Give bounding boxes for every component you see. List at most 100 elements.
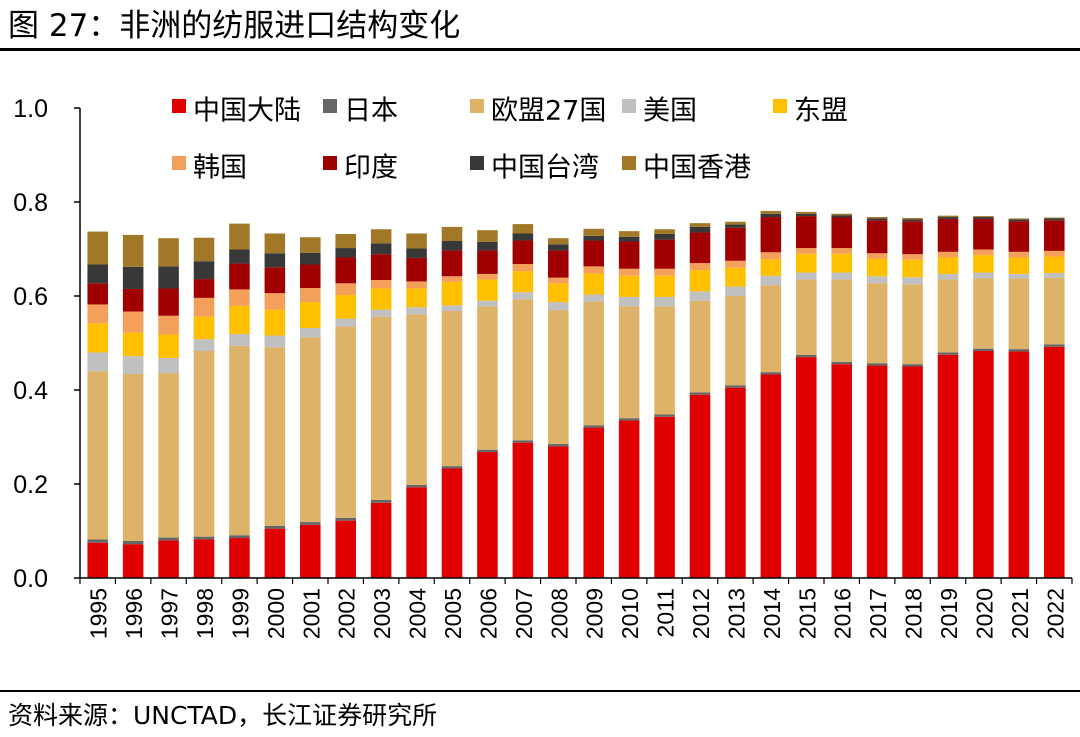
bar-segment-2014-3 <box>760 285 782 373</box>
bar-segment-1998-4 <box>193 339 215 351</box>
x-tick-label-2017: 2017 <box>865 588 891 639</box>
bar-segment-2017-4 <box>866 276 888 284</box>
bar-segment-2012-8 <box>689 226 711 233</box>
bar-segment-2012-2 <box>689 392 711 395</box>
legend-swatch-8 <box>470 156 484 170</box>
legend-label-8: 中国台湾 <box>491 153 599 184</box>
bar-segment-2021-9 <box>1008 218 1030 220</box>
bar-segment-2016-1 <box>831 364 852 578</box>
legend-label-4: 美国 <box>643 96 697 127</box>
bar-segment-2004-8 <box>406 248 427 258</box>
bar-segment-2001-9 <box>300 237 321 253</box>
bar-segment-2000-3 <box>264 347 286 526</box>
figure-title: 图 27：非洲的纺服进口结构变化 <box>8 8 461 44</box>
bar-segment-2009-8 <box>583 235 604 241</box>
bar-segment-2001-4 <box>300 327 321 338</box>
bar-segment-2013-1 <box>725 387 746 578</box>
legend-label-5: 东盟 <box>794 96 848 127</box>
bar-segment-1998-8 <box>193 261 215 280</box>
bar-segment-2018-4 <box>902 277 923 285</box>
bar-segment-1997-9 <box>158 238 179 267</box>
bar-segment-2022-6 <box>1044 250 1065 257</box>
bar-segment-2003-6 <box>370 280 392 289</box>
bar-segment-2005-8 <box>441 241 463 251</box>
x-tick-label-2011: 2011 <box>653 588 679 637</box>
bar-segment-2019-8 <box>937 217 959 219</box>
x-tick-label-2010: 2010 <box>617 588 643 639</box>
bar-segment-2003-4 <box>370 309 392 317</box>
bar-segment-2019-6 <box>937 251 959 258</box>
bar-segment-2007-4 <box>512 292 534 300</box>
bar-segment-2005-4 <box>441 305 463 312</box>
bar-segment-2021-1 <box>1008 351 1030 578</box>
x-tick-label-2022: 2022 <box>1042 588 1068 639</box>
bar-segment-2018-1 <box>902 366 923 578</box>
bar-segment-2011-6 <box>654 268 675 276</box>
title-rule <box>0 48 1080 51</box>
bar-segment-2008-7 <box>548 250 569 278</box>
bar-segment-2022-7 <box>1044 220 1065 251</box>
x-tick-label-2014: 2014 <box>759 588 785 639</box>
bar-segment-1997-4 <box>158 358 179 374</box>
bar-segment-2000-9 <box>264 233 286 254</box>
bar-segment-2008-6 <box>548 277 569 284</box>
bar-segment-2016-3 <box>831 279 852 362</box>
bar-segment-2018-3 <box>902 284 923 365</box>
bar-segment-1997-1 <box>158 540 179 578</box>
bar-segment-2013-3 <box>725 296 746 386</box>
bar-segment-2009-1 <box>583 427 604 578</box>
bar-segment-2004-1 <box>406 487 427 578</box>
bar-segment-2005-1 <box>441 468 463 578</box>
bar-segment-2007-6 <box>512 264 534 272</box>
bar-segment-2006-7 <box>477 250 498 274</box>
bar-segment-1998-3 <box>193 350 215 537</box>
bar-segment-2010-5 <box>618 275 640 297</box>
bar-segment-1998-9 <box>193 237 215 262</box>
bar-segment-2001-1 <box>300 524 321 578</box>
x-tick-label-2009: 2009 <box>582 588 608 639</box>
bar-segment-2014-4 <box>760 275 782 286</box>
bar-segment-2014-7 <box>760 217 782 253</box>
x-tick-label-2008: 2008 <box>546 588 572 639</box>
bar-segment-2022-9 <box>1044 217 1065 219</box>
bar-segment-1996-2 <box>122 540 144 545</box>
bar-segment-2001-5 <box>300 302 321 328</box>
bar-segment-2010-8 <box>618 236 640 242</box>
bar-segment-2018-2 <box>902 364 923 367</box>
y-tick-label: 0.2 <box>13 471 48 499</box>
bar-segment-2012-3 <box>689 300 711 393</box>
bar-segment-1995-5 <box>87 323 108 353</box>
bar-segment-2007-9 <box>512 224 534 234</box>
bar-segment-2016-2 <box>831 361 852 365</box>
bar-segment-2017-2 <box>866 363 888 366</box>
bar-segment-2015-1 <box>796 357 817 578</box>
bar-segment-1998-5 <box>193 316 215 340</box>
bar-segment-2006-4 <box>477 300 498 307</box>
bar-segment-2001-3 <box>300 337 321 523</box>
bar-segment-2012-1 <box>689 394 711 578</box>
bar-segment-2001-6 <box>300 288 321 303</box>
bar-segment-1995-4 <box>87 352 108 372</box>
legend-swatch-1 <box>172 99 186 113</box>
x-tick-label-2001: 2001 <box>298 588 324 639</box>
bar-segment-2009-7 <box>583 240 604 267</box>
bar-segment-2021-3 <box>1008 278 1030 350</box>
bar-segment-2012-6 <box>689 263 711 271</box>
bar-segment-2015-8 <box>796 213 817 217</box>
bar-segment-2021-6 <box>1008 251 1030 258</box>
bar-segment-2015-2 <box>796 354 817 358</box>
bar-segment-2000-5 <box>264 309 286 336</box>
bar-segment-2019-7 <box>937 218 959 252</box>
bar-segment-2002-2 <box>335 517 356 521</box>
bar-segment-2022-8 <box>1044 218 1065 221</box>
bar-segment-2002-7 <box>335 257 356 284</box>
bar-segment-2002-5 <box>335 295 356 319</box>
bar-segment-2006-5 <box>477 279 498 301</box>
bar-segment-2003-8 <box>370 243 392 255</box>
x-tick-label-2007: 2007 <box>511 588 537 639</box>
x-tick-label-2003: 2003 <box>369 588 395 639</box>
bar-segment-2011-8 <box>654 233 675 240</box>
bar-segment-1996-1 <box>122 544 144 578</box>
bar-segment-2002-6 <box>335 283 356 296</box>
bar-segment-1997-8 <box>158 266 179 289</box>
